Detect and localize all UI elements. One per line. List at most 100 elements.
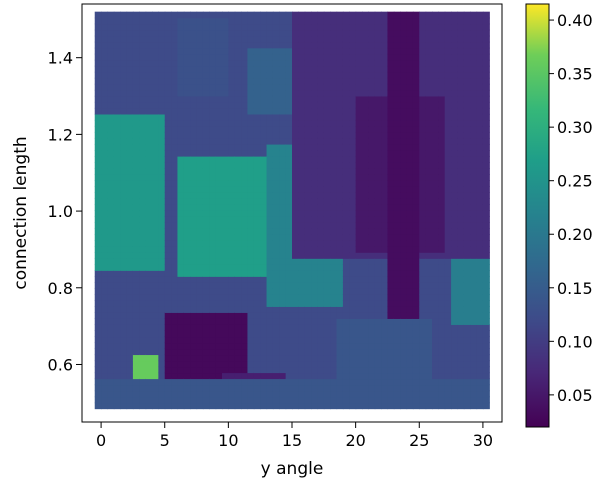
heatmap-cell bbox=[476, 204, 484, 211]
heatmap-cell bbox=[355, 354, 363, 362]
heatmap-cell bbox=[266, 125, 274, 133]
heatmap-cell bbox=[279, 186, 287, 193]
heatmap-cell bbox=[101, 119, 109, 127]
heatmap-cell bbox=[234, 180, 242, 187]
heatmap-cell bbox=[202, 336, 210, 344]
heatmap-cell bbox=[285, 149, 293, 157]
heatmap-cell bbox=[241, 276, 249, 283]
heatmap-cell bbox=[438, 258, 446, 265]
heatmap-cell bbox=[432, 240, 439, 247]
heatmap-cell bbox=[228, 53, 236, 61]
heatmap-cell bbox=[126, 107, 134, 115]
heatmap-cell bbox=[292, 210, 299, 217]
heatmap-cell bbox=[222, 131, 229, 139]
heatmap-cell bbox=[202, 107, 210, 115]
heatmap-cell bbox=[444, 113, 452, 121]
heatmap-cell bbox=[342, 252, 350, 259]
heatmap-cell bbox=[228, 336, 236, 344]
heatmap-cell bbox=[451, 330, 459, 338]
heatmap-cell bbox=[393, 390, 401, 398]
heatmap-cell bbox=[101, 366, 109, 374]
heatmap-cell bbox=[387, 384, 395, 392]
heatmap-cell bbox=[463, 288, 471, 295]
heatmap-cell bbox=[139, 83, 147, 91]
heatmap-cell bbox=[145, 312, 153, 319]
heatmap-cell bbox=[152, 288, 159, 295]
heatmap-cell bbox=[368, 95, 376, 103]
heatmap-cell bbox=[419, 270, 427, 277]
heatmap-cell bbox=[438, 143, 446, 151]
heatmap-cell bbox=[94, 77, 102, 85]
heatmap-cell bbox=[425, 330, 433, 338]
x-tick-label: 25 bbox=[409, 431, 429, 450]
heatmap-cell bbox=[292, 324, 299, 331]
heatmap-cell bbox=[432, 330, 439, 338]
heatmap-cell bbox=[215, 162, 223, 169]
heatmap-cell bbox=[323, 53, 331, 61]
heatmap-cell bbox=[132, 390, 140, 398]
heatmap-cell bbox=[438, 47, 446, 55]
heatmap-cell bbox=[279, 300, 287, 307]
heatmap-cell bbox=[171, 294, 179, 301]
heatmap-cell bbox=[470, 312, 478, 319]
heatmap-cell bbox=[432, 35, 439, 43]
heatmap-cell bbox=[253, 258, 261, 265]
heatmap-cell bbox=[171, 348, 179, 356]
heatmap-cell bbox=[387, 83, 395, 91]
heatmap-cell bbox=[132, 131, 140, 139]
heatmap-cell bbox=[451, 125, 459, 133]
heatmap-cell bbox=[311, 137, 319, 145]
heatmap-cell bbox=[132, 59, 140, 67]
heatmap-cell bbox=[470, 11, 478, 19]
heatmap-cell bbox=[260, 258, 268, 265]
heatmap-cell bbox=[266, 216, 274, 223]
heatmap-cell bbox=[260, 113, 268, 121]
heatmap-cell bbox=[336, 360, 344, 368]
heatmap-cell bbox=[158, 77, 166, 85]
heatmap-cell bbox=[247, 83, 255, 91]
heatmap-cell bbox=[177, 186, 185, 193]
heatmap-cell bbox=[222, 162, 229, 169]
heatmap-cell bbox=[349, 59, 357, 67]
heatmap-cell bbox=[145, 324, 153, 331]
heatmap-cell bbox=[94, 336, 102, 344]
heatmap-cell bbox=[463, 137, 471, 145]
heatmap-cell bbox=[292, 252, 299, 259]
heatmap-cell bbox=[470, 300, 478, 307]
heatmap-cell bbox=[139, 270, 147, 277]
heatmap-cell bbox=[406, 294, 414, 301]
heatmap-cell bbox=[362, 222, 369, 229]
heatmap-cell bbox=[451, 53, 459, 61]
heatmap-cell bbox=[222, 83, 229, 91]
heatmap-cell bbox=[228, 342, 236, 350]
heatmap-cell bbox=[330, 89, 338, 97]
heatmap-cell bbox=[260, 198, 268, 205]
heatmap-cell bbox=[253, 83, 261, 91]
heatmap-cell bbox=[145, 234, 153, 241]
heatmap-cell bbox=[247, 119, 255, 127]
heatmap-cell bbox=[132, 306, 140, 313]
heatmap-cell bbox=[279, 156, 287, 163]
heatmap-cell bbox=[362, 324, 369, 331]
heatmap-cell bbox=[317, 107, 325, 115]
heatmap-cell bbox=[292, 378, 299, 386]
heatmap-cell bbox=[196, 354, 204, 362]
heatmap-cell bbox=[470, 149, 478, 157]
heatmap-cell bbox=[400, 222, 408, 229]
heatmap-cell bbox=[202, 53, 210, 61]
heatmap-cell bbox=[412, 11, 420, 19]
heatmap-cell bbox=[381, 89, 389, 97]
heatmap-cell bbox=[241, 384, 249, 392]
heatmap-cell bbox=[412, 89, 420, 97]
heatmap-cell bbox=[279, 53, 287, 61]
heatmap-cell bbox=[234, 258, 242, 265]
heatmap-cell bbox=[94, 372, 102, 380]
heatmap-cell bbox=[476, 83, 484, 91]
heatmap-cell bbox=[298, 390, 306, 398]
heatmap-cell bbox=[272, 41, 280, 49]
heatmap-cell bbox=[139, 198, 147, 205]
heatmap-cell bbox=[132, 29, 140, 37]
heatmap-cell bbox=[393, 83, 401, 91]
heatmap-cell bbox=[419, 149, 427, 157]
heatmap-cell bbox=[126, 11, 134, 19]
